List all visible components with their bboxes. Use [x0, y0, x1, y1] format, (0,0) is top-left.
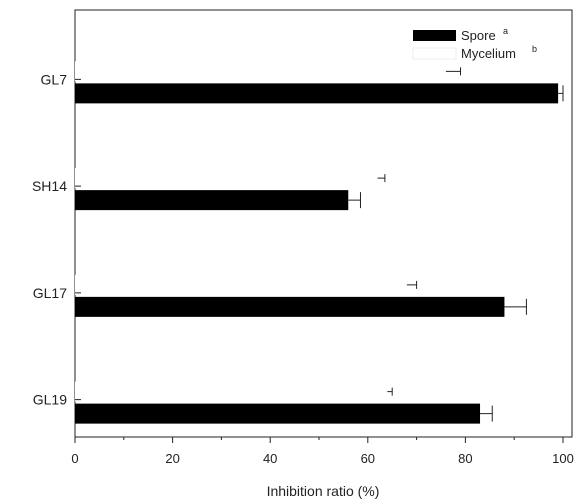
- legend: Spore a Mycelium b: [412, 26, 537, 61]
- bar-spore-gl7: [75, 83, 559, 104]
- xtick-label-60: 60: [361, 451, 375, 466]
- y-axis-categories: GL7 SH14 GL17 GL19: [32, 71, 81, 408]
- x-axis-ticks: 0 20 40 60 80 100: [71, 437, 574, 466]
- xtick-label-40: 40: [263, 451, 277, 466]
- plot-frame: [74, 9, 573, 438]
- xtick-label-20: 20: [165, 451, 179, 466]
- category-label-gl19: GL19: [33, 392, 67, 408]
- bar-spore-gl17: [75, 296, 505, 317]
- bar-mycelium-gl19: [75, 381, 388, 402]
- legend-label-mycelium: Mycelium: [461, 46, 516, 61]
- xtick-label-100: 100: [552, 451, 574, 466]
- bar-mycelium-sh14: [75, 168, 378, 189]
- legend-swatch-mycelium: [412, 47, 457, 60]
- category-label-gl7: GL7: [41, 71, 68, 87]
- legend-swatch-spore: [413, 30, 456, 41]
- category-label-gl17: GL17: [33, 285, 67, 301]
- xtick-label-0: 0: [71, 451, 78, 466]
- legend-label-spore: Spore: [461, 28, 496, 43]
- bar-mycelium-gl17: [75, 274, 407, 295]
- legend-sup-mycelium: b: [532, 44, 537, 54]
- bar-spore-gl19: [75, 403, 481, 424]
- legend-sup-spore: a: [503, 26, 508, 36]
- bar-spore-sh14: [75, 190, 349, 211]
- bars-group: [75, 61, 564, 424]
- x-axis-title: Inhibition ratio (%): [267, 483, 380, 499]
- xtick-label-80: 80: [458, 451, 472, 466]
- category-label-sh14: SH14: [32, 178, 67, 194]
- bar-mycelium-gl7: [75, 61, 446, 82]
